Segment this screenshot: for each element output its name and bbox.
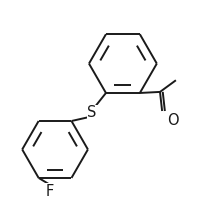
Text: O: O [167,113,178,128]
Text: S: S [88,105,97,120]
Text: F: F [46,184,54,199]
